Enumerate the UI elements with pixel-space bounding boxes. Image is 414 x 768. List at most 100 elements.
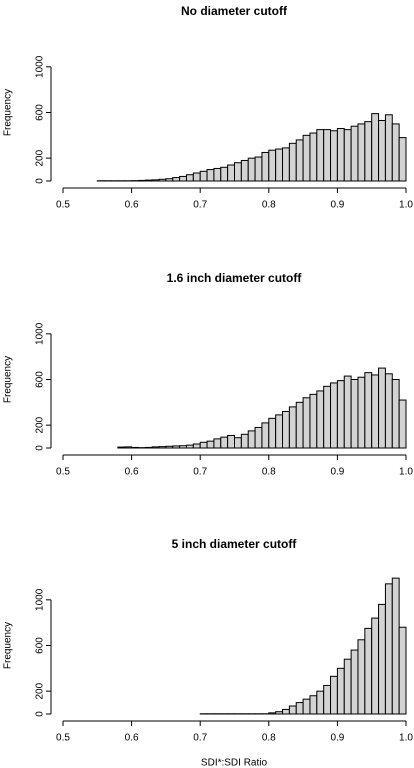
y-tick-label: 600 bbox=[35, 104, 46, 121]
bar bbox=[268, 149, 277, 182]
bar bbox=[371, 374, 380, 449]
bar bbox=[288, 142, 297, 182]
bar bbox=[247, 430, 256, 449]
bar bbox=[384, 114, 393, 182]
bar bbox=[398, 137, 407, 182]
bar bbox=[131, 446, 139, 449]
y-tick-label: 200 bbox=[35, 682, 46, 699]
bar bbox=[282, 708, 290, 715]
bar bbox=[275, 711, 284, 715]
bar bbox=[247, 157, 256, 182]
x-tick-label: 0.5 bbox=[56, 200, 70, 211]
x-tick-label: 0.8 bbox=[262, 733, 276, 744]
bar bbox=[350, 379, 359, 449]
bar bbox=[309, 393, 318, 449]
bar bbox=[206, 169, 215, 182]
chart-title: 5 inch diameter cutoff bbox=[172, 537, 298, 551]
bar bbox=[295, 702, 304, 715]
bar bbox=[192, 172, 201, 182]
bar bbox=[282, 410, 290, 449]
bar bbox=[336, 127, 345, 182]
bar bbox=[398, 626, 407, 715]
bar bbox=[206, 440, 215, 449]
bar bbox=[330, 675, 338, 715]
x-tick-label: 0.5 bbox=[56, 467, 70, 478]
y-tick-label: 0 bbox=[35, 445, 46, 451]
bar bbox=[172, 445, 181, 449]
bar bbox=[220, 436, 229, 449]
y-tick-label: 600 bbox=[35, 637, 46, 654]
x-tick-label: 0.9 bbox=[330, 200, 344, 211]
bar bbox=[199, 441, 208, 449]
bar bbox=[268, 712, 277, 715]
bar bbox=[151, 179, 160, 182]
bar bbox=[254, 426, 263, 449]
bar bbox=[371, 617, 380, 715]
bar bbox=[275, 414, 284, 449]
x-tick-label: 1.0 bbox=[399, 733, 413, 744]
bar bbox=[137, 179, 146, 182]
x-tick-label: 0.6 bbox=[125, 467, 139, 478]
chart-title: 1.6 inch diameter cutoff bbox=[167, 271, 303, 285]
bar bbox=[357, 376, 366, 449]
bar bbox=[254, 156, 263, 182]
bar bbox=[350, 125, 359, 182]
x-tick-label: 0.7 bbox=[193, 467, 207, 478]
bar bbox=[227, 434, 235, 449]
bar bbox=[302, 397, 311, 449]
bar bbox=[343, 375, 352, 449]
bar bbox=[185, 444, 194, 449]
bar bbox=[185, 174, 194, 182]
bar bbox=[343, 129, 352, 182]
x-tick-label: 0.8 bbox=[262, 467, 276, 478]
bar bbox=[384, 583, 393, 715]
bar bbox=[323, 385, 332, 449]
y-tick-label: 1000 bbox=[35, 55, 46, 78]
bar bbox=[316, 390, 325, 449]
bar bbox=[323, 684, 332, 715]
bar bbox=[268, 417, 277, 449]
y-tick-label: 1000 bbox=[35, 588, 46, 611]
x-tick-label: 0.9 bbox=[330, 733, 344, 744]
bar bbox=[378, 367, 386, 449]
bar bbox=[117, 446, 126, 449]
y-tick-label: 600 bbox=[35, 371, 46, 388]
bar bbox=[151, 446, 160, 449]
bar bbox=[378, 119, 386, 182]
x-tick-label: 0.8 bbox=[262, 200, 276, 211]
bar bbox=[391, 577, 400, 715]
bar bbox=[295, 139, 304, 182]
bar bbox=[309, 695, 318, 715]
bar bbox=[234, 437, 242, 449]
bar bbox=[302, 698, 311, 715]
chart-title: No diameter cutoff bbox=[181, 4, 288, 18]
bar bbox=[364, 372, 373, 449]
bar bbox=[336, 380, 345, 449]
bar bbox=[282, 147, 290, 182]
bar bbox=[227, 164, 235, 182]
bar bbox=[213, 438, 222, 449]
x-tick-label: 1.0 bbox=[399, 200, 413, 211]
bar bbox=[165, 445, 174, 449]
bar bbox=[158, 446, 167, 449]
y-axis-label: Frequency bbox=[3, 622, 14, 669]
bar bbox=[364, 121, 373, 182]
bar bbox=[144, 446, 153, 449]
bar bbox=[371, 113, 380, 182]
x-tick-label: 1.0 bbox=[399, 467, 413, 478]
bar bbox=[220, 166, 229, 182]
x-axis-label: SDI*:SDI Ratio bbox=[201, 758, 268, 768]
bar bbox=[165, 178, 174, 182]
bar bbox=[323, 129, 332, 182]
bar bbox=[330, 382, 338, 449]
bar bbox=[398, 399, 407, 449]
bar bbox=[240, 159, 249, 182]
bar bbox=[179, 445, 187, 449]
bar bbox=[179, 175, 187, 182]
bar bbox=[172, 177, 181, 182]
bar bbox=[316, 690, 325, 715]
bar bbox=[124, 446, 133, 449]
bar bbox=[295, 401, 304, 449]
bar bbox=[391, 123, 400, 182]
x-tick-label: 0.7 bbox=[193, 200, 207, 211]
